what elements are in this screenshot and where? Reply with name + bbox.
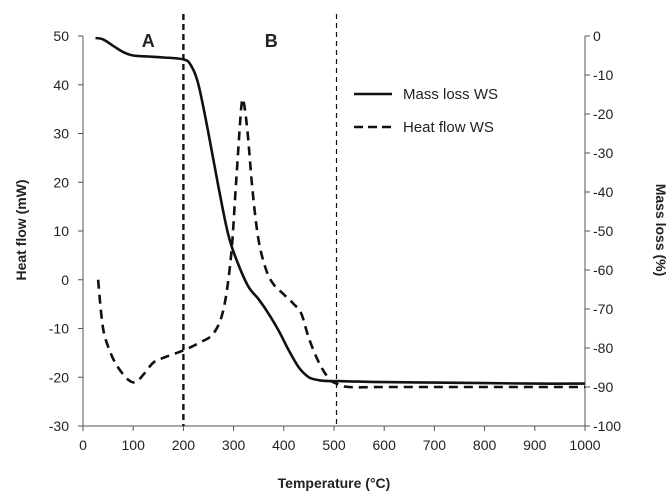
legend-label: Heat flow WS [403, 119, 494, 136]
x-tick-label: 200 [172, 437, 196, 453]
right-tick-label: -90 [593, 379, 613, 395]
x-tick-label: 100 [122, 437, 146, 453]
left-axis-title: Heat flow (mW) [13, 179, 29, 280]
right-tick-label: -60 [593, 262, 613, 278]
x-tick-label: 300 [222, 437, 246, 453]
right-tick-label: -100 [593, 418, 621, 434]
right-tick-label: -30 [593, 145, 613, 161]
right-tick-label: -80 [593, 340, 613, 356]
region-label: A [142, 31, 155, 51]
left-tick-label: -10 [49, 321, 69, 337]
left-tick-label: 50 [53, 28, 69, 44]
heat-flow-line [96, 97, 585, 389]
legend: Mass loss WS Heat flow WS [354, 86, 498, 136]
x-tick-label: 900 [523, 437, 547, 453]
series-lines [95, 36, 586, 389]
left-tick-label: 30 [53, 126, 69, 142]
x-tick-label: 500 [322, 437, 346, 453]
right-tick-label: -20 [593, 106, 613, 122]
right-tick-label: 0 [593, 28, 601, 44]
left-tick-label: 0 [61, 272, 69, 288]
x-tick-label: 800 [473, 437, 497, 453]
legend-label: Mass loss WS [403, 86, 498, 103]
right-tick-label: -70 [593, 301, 613, 317]
right-axis-title: Mass loss (%) [653, 184, 669, 277]
x-tick-label: 1000 [569, 437, 600, 453]
left-tick-label: -30 [49, 418, 69, 434]
x-tick-label: 0 [79, 437, 87, 453]
region-dividers [182, 14, 338, 426]
tick-labels: 0 100 200 300 400 500 600 700 800 900 100050403020… [49, 28, 621, 453]
right-tick-label: -40 [593, 184, 613, 200]
region-label: B [265, 31, 278, 51]
mass-loss-line [95, 36, 586, 385]
right-tick-label: -50 [593, 223, 613, 239]
x-tick-label: 700 [423, 437, 447, 453]
x-axis-title: Temperature (°C) [278, 475, 391, 491]
left-tick-label: -20 [49, 369, 69, 385]
left-tick-label: 20 [53, 174, 69, 190]
left-tick-label: 40 [53, 77, 69, 93]
x-tick-label: 600 [373, 437, 397, 453]
left-tick-label: 10 [53, 223, 69, 239]
right-tick-label: -10 [593, 67, 613, 83]
plot-frame [82, 36, 586, 427]
x-tick-label: 400 [272, 437, 296, 453]
